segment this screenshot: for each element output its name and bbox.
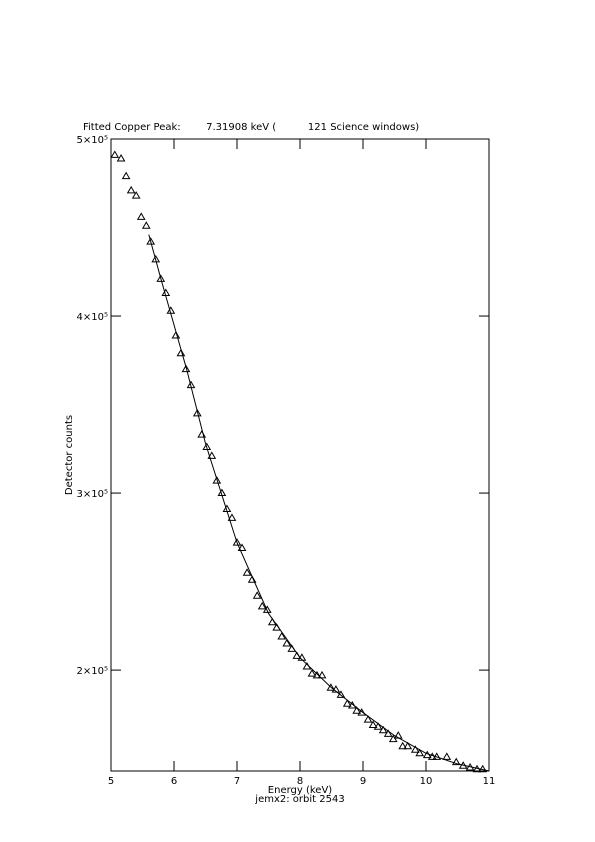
data-point (458, 761, 468, 769)
data-point (232, 538, 242, 546)
data-point (368, 720, 378, 728)
x-tick-label: 7 (234, 776, 240, 787)
data-point (422, 750, 432, 759)
data-point (383, 729, 393, 737)
data-point (292, 651, 302, 659)
data-point (398, 741, 408, 750)
data-point (146, 237, 156, 245)
x-tick-label: 5 (108, 776, 114, 787)
data-point (262, 605, 272, 613)
data-point (136, 212, 146, 220)
x-tick-label: 9 (360, 776, 366, 787)
data-point (287, 644, 297, 652)
x-tick-label: 8 (297, 776, 303, 787)
data-point (166, 306, 176, 314)
data-point (410, 745, 420, 753)
data-point (126, 185, 136, 194)
data-point (197, 430, 207, 438)
data-point (378, 725, 388, 734)
x-tick-label: 11 (483, 776, 496, 787)
data-point (192, 408, 202, 417)
y-tick-label: 5×10⁵ (77, 135, 108, 146)
y-tick-label: 4×10⁵ (77, 312, 108, 323)
data-point (363, 715, 373, 723)
x-axis-label: Energy (keV) (268, 785, 333, 796)
data-point (156, 274, 166, 282)
data-point (373, 722, 383, 730)
data-point (465, 762, 475, 771)
data-point (227, 513, 237, 521)
data-point (307, 669, 317, 677)
data-point (326, 683, 336, 691)
data-point (237, 543, 247, 551)
data-point (388, 734, 398, 743)
data-point (217, 488, 227, 497)
data-point (317, 670, 327, 679)
data-point (247, 575, 257, 583)
data-point (403, 741, 413, 750)
subtitle: jemx2: orbit 2543 (254, 794, 344, 805)
data-point (302, 662, 312, 670)
data-point (222, 504, 232, 512)
data-point (176, 348, 186, 357)
data-point (336, 690, 346, 698)
data-point (121, 171, 131, 180)
y-axis-label: Detector counts (64, 415, 75, 495)
data-point (267, 617, 277, 626)
data-point (432, 752, 442, 760)
data-point (282, 639, 292, 647)
data-point (242, 568, 252, 576)
data-point (257, 601, 267, 610)
data-point (451, 757, 461, 766)
x-tick-label: 10 (420, 776, 433, 787)
y-tick-label: 2×10⁵ (77, 666, 108, 677)
data-point (347, 701, 357, 709)
data-point (207, 451, 217, 459)
data-point (252, 591, 262, 599)
data-point (202, 442, 212, 451)
data-point (357, 708, 367, 716)
data-point (442, 752, 452, 760)
data-point (427, 752, 437, 760)
data-point (352, 706, 362, 714)
data-point (131, 191, 141, 199)
data-point (312, 670, 322, 679)
data-point (171, 331, 181, 339)
data-point (186, 380, 196, 389)
data-point (415, 748, 425, 757)
chart-title: Fitted Copper Peak: 7.31908 keV ( 121 Sc… (83, 122, 419, 133)
data-point (393, 731, 403, 739)
data-point (342, 699, 352, 707)
data-point (161, 288, 171, 297)
data-point (472, 764, 482, 773)
data-point (116, 153, 126, 162)
data-point (277, 631, 287, 640)
data-point (478, 764, 488, 773)
x-tick-label: 6 (171, 776, 177, 787)
data-point (141, 221, 151, 229)
data-point (297, 653, 307, 661)
data-point (181, 364, 191, 373)
data-point (212, 476, 222, 484)
y-tick-label: 3×10⁵ (77, 489, 108, 500)
data-point (151, 254, 161, 263)
data-point (331, 685, 341, 693)
data-point (110, 150, 120, 158)
data-point (272, 623, 282, 631)
